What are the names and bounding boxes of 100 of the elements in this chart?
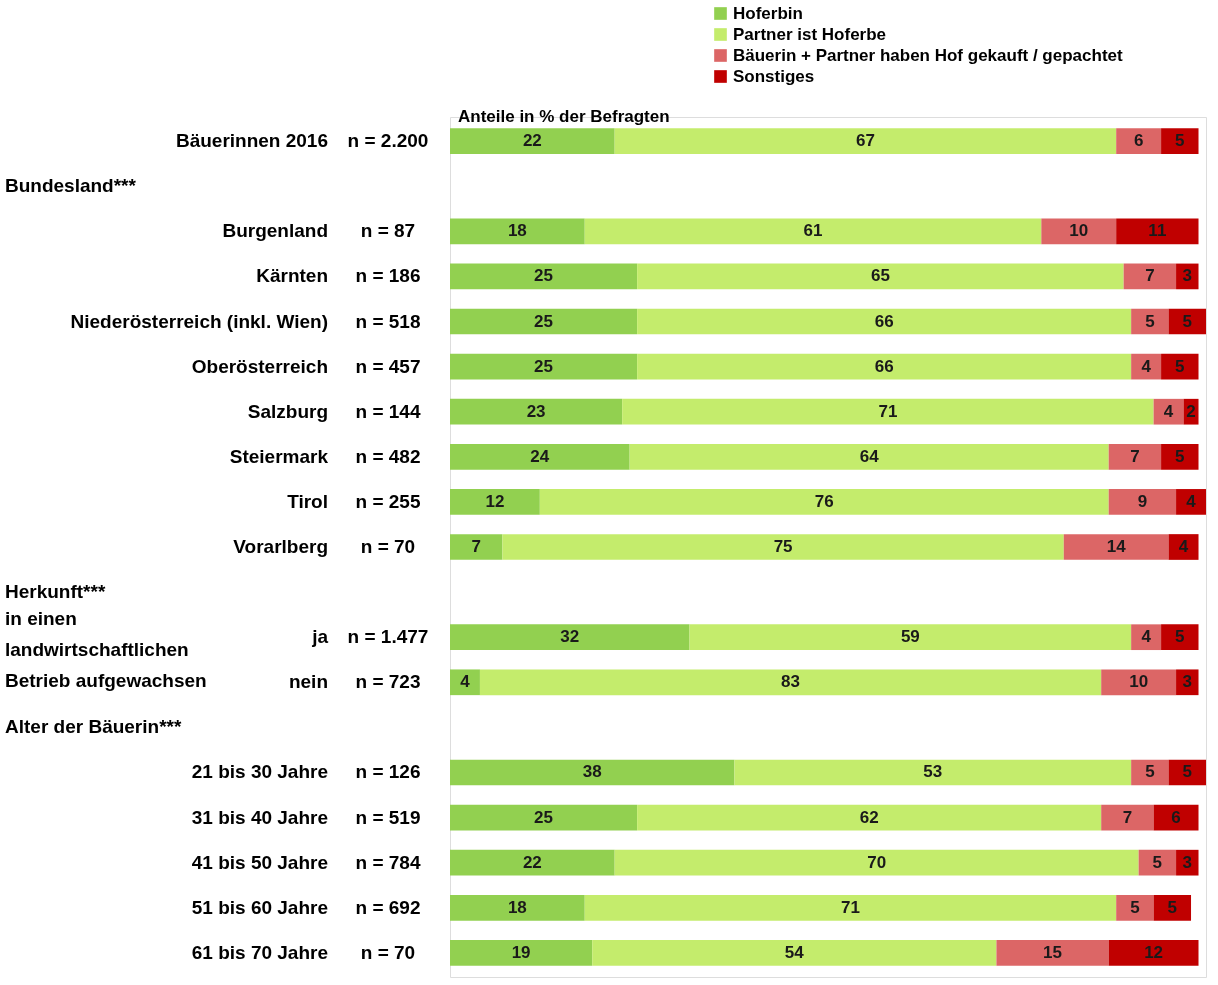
bar [1161,624,1199,651]
bar [450,308,638,335]
data-label: 76 [814,491,834,511]
data-label: 7 [1122,807,1133,827]
text: Herkunft*** [5,581,106,603]
text: n = 1.477 [347,626,429,648]
text: n = 70 [360,536,416,557]
data-label: 4 [460,672,471,692]
bar [450,128,615,154]
data-label: 18 [507,221,527,241]
legend-label: Partner ist Hoferbe [733,24,887,44]
bar [637,308,1132,335]
y-tick-label: Burgenland [222,220,328,242]
y-tick-label: Tirol [287,490,328,512]
data-label: 66 [874,311,894,331]
bar [450,263,638,290]
bar [450,218,585,245]
data-label: 7 [1145,266,1155,286]
data-label: 5 [1167,897,1178,917]
text: n = 482 [355,445,421,467]
y-tick-label: ja [311,626,329,648]
data-label: 54 [784,942,805,962]
text: n = 70 [360,941,416,963]
data-label: 25 [534,356,554,376]
data-label: 70 [867,852,887,872]
bar [450,849,615,876]
y-tick-label: Niederösterreich (inkl. Wien) [70,310,328,332]
bar [450,353,638,380]
data-label: 66 [874,356,894,376]
bar [1041,218,1117,245]
data-label: 6 [1133,131,1144,151]
bar [450,759,735,786]
y-tick-label: Salzburg [247,400,328,422]
data-label: 25 [534,266,554,286]
bar [1063,534,1169,560]
data-label: 64 [859,446,880,466]
bar [1153,894,1192,921]
data-label: 71 [840,897,860,917]
data-label: 38 [582,762,602,782]
data-label: 5 [1145,762,1155,782]
data-label: 83 [781,672,801,692]
bar [1116,128,1162,154]
legend-label: Sonstiges [733,66,815,86]
data-label: 18 [507,897,527,917]
bar [1138,849,1177,876]
y-tick-label: 61 bis 70 Jahre [191,941,328,963]
bar [479,669,1102,696]
text: n = 784 [355,851,421,873]
data-label: 3 [1182,672,1193,692]
data-label: 4 [1141,627,1152,647]
y-tick-label: 51 bis 60 Jahre [191,896,328,918]
bar [1153,398,1184,425]
data-label: 23 [526,401,546,421]
bar [1153,804,1199,831]
bar [614,849,1139,876]
legend-label: Bäuerin + Partner haben Hof gekauft / gepachtet [733,45,1123,65]
data-label: 61 [803,221,823,241]
bar [1176,489,1206,515]
bar [637,353,1132,380]
data-label: 75 [773,537,793,556]
bar [1101,669,1177,696]
data-label: 62 [859,807,879,827]
data-label: 4 [1141,356,1152,376]
bar [1116,894,1154,921]
bar [996,940,1109,966]
bar [1108,940,1199,966]
y-tick-label: Oberösterreich [191,355,328,377]
bar [502,534,1064,560]
bar [539,489,1109,515]
data-label: 24 [530,446,550,466]
data-label: 7 [1130,446,1140,466]
bar [614,128,1117,154]
text: in einen landwirtschaftlichen Betrieb aufgewachsen [5,608,207,692]
text: n = 518 [355,310,421,332]
data-label: 3 [1182,852,1193,872]
data-label: 12 [1144,942,1164,962]
y-tick-label: Steiermark [229,445,329,467]
bar [450,940,593,966]
bar [450,443,630,470]
data-label: 5 [1130,897,1140,917]
text: n = 723 [355,671,421,693]
data-label: 5 [1175,627,1185,647]
data-label: 71 [878,401,898,421]
text: n = 2.200 [347,130,429,152]
data-label: 5 [1152,852,1163,872]
data-label: 4 [1163,401,1174,421]
bar [734,759,1132,786]
text: n = 87 [360,220,416,242]
data-label: 11 [1148,221,1167,241]
data-label: 15 [1043,942,1063,962]
text: Bundesland*** [5,175,137,197]
data-label: 59 [900,627,920,647]
y-tick-label: nein [288,671,328,693]
bar [1131,308,1169,335]
data-label: 65 [870,266,890,286]
bar [1131,624,1162,651]
data-label: 5 [1145,311,1155,331]
legend-label: Hoferbin [733,3,803,23]
bar [1108,443,1162,470]
data-label: 10 [1129,672,1149,692]
